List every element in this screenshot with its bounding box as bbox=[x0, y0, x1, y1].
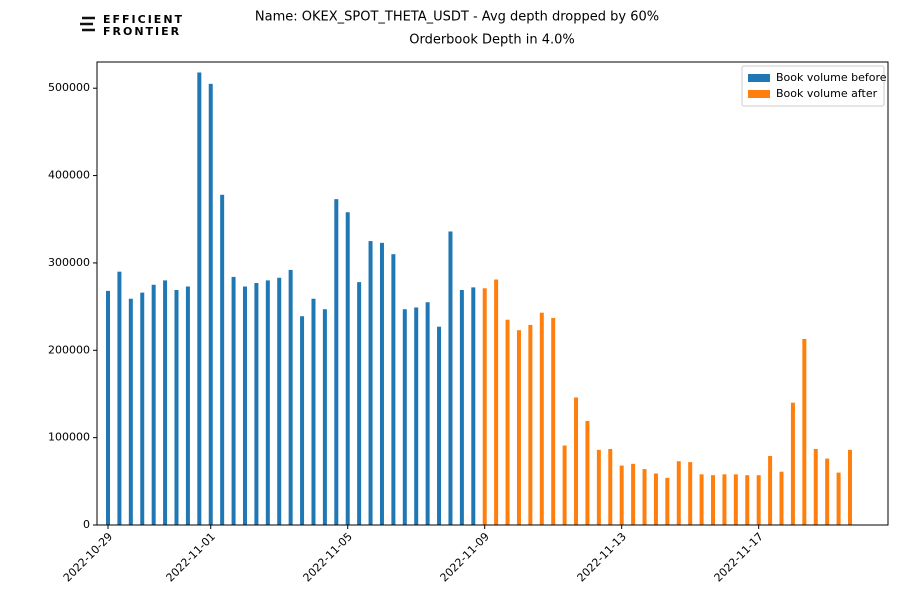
bar bbox=[425, 302, 430, 525]
bar bbox=[322, 309, 327, 525]
bar bbox=[756, 475, 761, 525]
bar bbox=[471, 287, 476, 525]
bar bbox=[288, 269, 293, 525]
bar bbox=[334, 199, 339, 525]
legend-label: Book volume before bbox=[776, 71, 887, 84]
bar bbox=[505, 319, 510, 525]
y-tick-label: 500000 bbox=[48, 81, 90, 94]
chart-title: Name: OKEX_SPOT_THETA_USDT - Avg depth d… bbox=[255, 10, 659, 25]
bar bbox=[494, 279, 499, 525]
bar bbox=[163, 280, 168, 525]
legend-box bbox=[741, 65, 885, 107]
bar bbox=[220, 194, 225, 525]
plot-frame bbox=[96, 61, 889, 526]
y-tick-label: 300000 bbox=[48, 256, 90, 269]
bar bbox=[151, 284, 156, 525]
bar bbox=[459, 290, 464, 525]
x-tick-label: 2022-11-09 bbox=[438, 530, 492, 584]
bar bbox=[185, 286, 190, 525]
bar bbox=[574, 397, 579, 525]
y-tick-label: 200000 bbox=[48, 343, 90, 356]
y-tick-label: 400000 bbox=[48, 169, 90, 182]
x-tick-label: 2022-11-01 bbox=[164, 530, 218, 584]
bar bbox=[699, 474, 704, 525]
bar bbox=[368, 241, 373, 525]
bar bbox=[265, 280, 270, 525]
bar bbox=[231, 276, 236, 525]
bar bbox=[140, 292, 145, 525]
bar bbox=[437, 326, 442, 525]
bar bbox=[254, 283, 259, 525]
legend-swatch bbox=[748, 74, 770, 82]
bar bbox=[242, 286, 247, 525]
logo-text: EFFICIENT bbox=[103, 13, 184, 26]
bar bbox=[516, 330, 521, 525]
legend-swatch bbox=[748, 90, 770, 98]
bar bbox=[277, 277, 282, 525]
x-tick-label: 2022-11-05 bbox=[301, 530, 355, 584]
logo-mark bbox=[80, 16, 95, 32]
legend-label: Book volume after bbox=[776, 87, 878, 100]
bar bbox=[688, 462, 693, 525]
bar bbox=[676, 461, 681, 525]
bar bbox=[733, 474, 738, 525]
bar bbox=[128, 298, 133, 525]
bar bbox=[197, 72, 202, 525]
bar bbox=[106, 290, 110, 525]
bar bbox=[608, 448, 613, 525]
bar bbox=[790, 402, 795, 525]
logo-text: FRONTIER bbox=[103, 25, 181, 38]
bar bbox=[802, 338, 807, 525]
x-tick-label: 2022-10-29 bbox=[61, 530, 115, 584]
bar bbox=[482, 288, 487, 525]
bar bbox=[357, 282, 362, 525]
bar bbox=[208, 83, 213, 525]
bar bbox=[539, 312, 544, 525]
chart-subtitle: Orderbook Depth in 4.0% bbox=[409, 33, 575, 48]
bar bbox=[745, 475, 750, 525]
y-tick-label: 100000 bbox=[48, 431, 90, 444]
bar bbox=[836, 472, 841, 525]
bar bbox=[631, 463, 636, 525]
bar bbox=[402, 309, 407, 525]
x-tick-label: 2022-11-17 bbox=[712, 530, 766, 584]
bar bbox=[825, 458, 830, 525]
bar bbox=[711, 475, 716, 525]
bar bbox=[117, 271, 122, 525]
bar bbox=[528, 324, 533, 525]
y-tick-label: 0 bbox=[83, 518, 90, 531]
bar bbox=[596, 449, 601, 525]
bar bbox=[642, 469, 647, 525]
bar bbox=[779, 471, 784, 525]
bar bbox=[653, 473, 658, 525]
bar bbox=[848, 449, 852, 525]
bar bbox=[551, 317, 556, 525]
bar bbox=[379, 242, 384, 525]
bar bbox=[345, 212, 350, 526]
bar bbox=[300, 316, 305, 525]
bar bbox=[665, 477, 670, 525]
bar bbox=[448, 231, 453, 526]
bar bbox=[174, 290, 179, 525]
bar bbox=[585, 421, 590, 525]
bar bbox=[619, 465, 624, 525]
x-tick-label: 2022-11-13 bbox=[575, 530, 629, 584]
bar bbox=[768, 455, 773, 525]
bar bbox=[311, 298, 316, 525]
bar bbox=[391, 254, 396, 526]
bar bbox=[813, 448, 818, 525]
bar bbox=[414, 307, 419, 525]
bar bbox=[722, 474, 727, 525]
bar bbox=[562, 445, 567, 525]
